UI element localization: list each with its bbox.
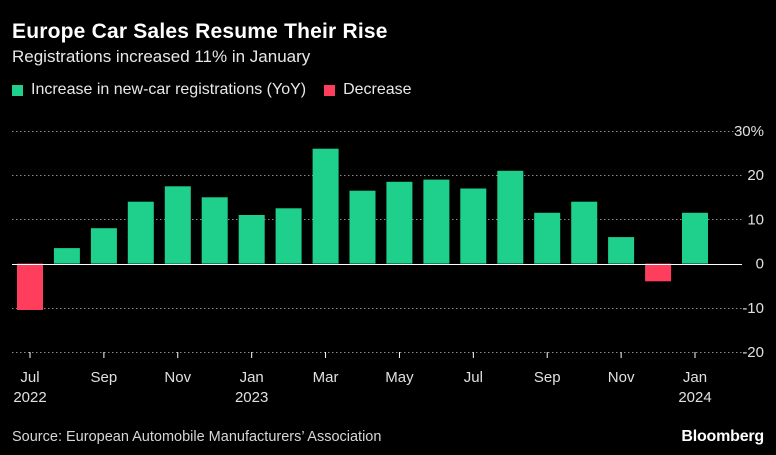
x-tick-year-label: 2022 xyxy=(13,389,46,406)
legend-label-increase: Increase in new-car registrations (YoY) xyxy=(31,81,307,98)
legend-swatch-decrease xyxy=(324,84,336,96)
x-tick-label: Jul xyxy=(20,369,39,386)
bar-jan-2023 xyxy=(238,215,265,264)
bar-sep-2022 xyxy=(90,228,117,264)
x-axis: Jul 2022 Sep Nov Jan 2023 Mar May Jul Sep Nov Jan 20… xyxy=(13,352,712,406)
y-tick-label: -10 xyxy=(742,300,764,317)
x-tick-label: Nov xyxy=(164,369,191,386)
bloomberg-logo: Bloomberg xyxy=(681,428,764,445)
y-tick-label: 0 xyxy=(756,256,764,273)
x-tick-label: Sep xyxy=(91,369,118,386)
bar-oct-2022 xyxy=(127,201,154,264)
chart-subtitle: Registrations increased 11% in January xyxy=(12,47,311,66)
y-axis: 30% 20 10 0 -10 -20 xyxy=(734,123,764,361)
bar-feb-2023 xyxy=(275,208,302,264)
bar-jul-2023 xyxy=(460,188,487,264)
legend-item-increase: Increase in new-car registrations (YoY) xyxy=(12,81,306,99)
x-tick-label: Jan xyxy=(240,369,264,386)
x-tick-year-label: 2023 xyxy=(235,389,268,406)
bar-dec-2022 xyxy=(201,197,228,264)
bar-aug-2022 xyxy=(53,248,80,264)
bar-aug-2023 xyxy=(497,170,524,264)
legend-label-decrease: Decrease xyxy=(343,81,412,98)
x-tick-label: Sep xyxy=(534,369,561,386)
x-tick-label: Jul xyxy=(464,369,483,386)
x-tick-label: Mar xyxy=(313,369,339,386)
bar-oct-2023 xyxy=(571,201,598,264)
bar-jan-2024 xyxy=(682,212,708,264)
y-tick-label: 30% xyxy=(734,123,764,140)
bar-sep-2023 xyxy=(534,212,561,264)
source-note: Source: European Automobile Manufacturer… xyxy=(12,429,382,445)
legend: Increase in new-car registrations (YoY) … xyxy=(12,81,430,99)
bar-jun-2023 xyxy=(423,179,450,264)
gridlines xyxy=(12,131,742,353)
legend-item-decrease: Decrease xyxy=(324,81,412,99)
chart-title: Europe Car Sales Resume Their Rise xyxy=(12,20,388,43)
x-tick-label: May xyxy=(385,369,414,386)
y-tick-label: 20 xyxy=(747,167,764,184)
x-tick-year-label: 2024 xyxy=(678,389,711,406)
bars xyxy=(17,148,708,310)
bar-nov-2023 xyxy=(608,237,635,264)
x-tick-label: Nov xyxy=(608,369,635,386)
legend-swatch-increase xyxy=(12,84,23,96)
x-tick-label: Jan xyxy=(683,369,707,386)
bar-nov-2022 xyxy=(164,186,191,264)
y-tick-label: -20 xyxy=(742,344,764,361)
y-tick-label: 10 xyxy=(747,211,764,228)
bar-may-2023 xyxy=(386,181,413,264)
bar-dec-2023 xyxy=(645,263,672,282)
bar-apr-2023 xyxy=(349,190,376,264)
bar-jul-2022 xyxy=(17,263,43,310)
bar-mar-2023 xyxy=(312,148,339,264)
